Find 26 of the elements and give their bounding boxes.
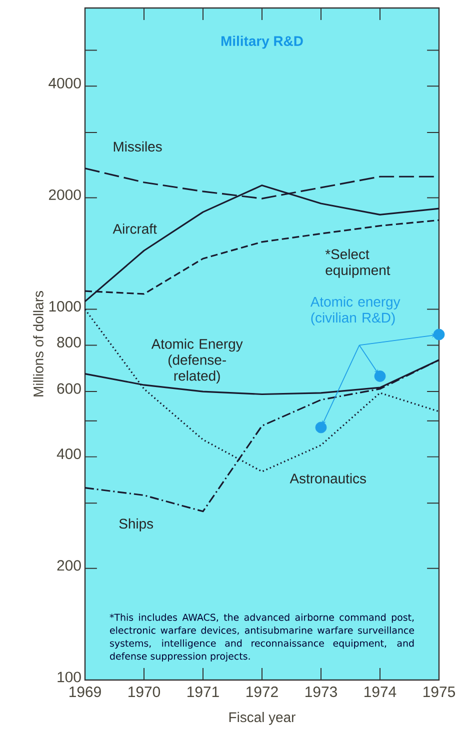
x-tick-label: 1973 (306, 686, 337, 698)
y-tick-label: 1000 (49, 301, 81, 312)
series-label: Atomic Energy (defense-related) (151, 338, 243, 384)
y-tick-label: 100 (58, 672, 81, 682)
series-label: Aircraft (112, 224, 157, 234)
x-tick-label: 1974 (364, 686, 396, 698)
text: Atomic energy (civilian R&D) (310, 296, 400, 326)
x-axis-title: Fiscal year (229, 712, 296, 725)
series-label: *Select equipment (325, 248, 390, 278)
y-tick-label: 200 (57, 560, 81, 571)
y-tick-label: 800 (57, 336, 81, 348)
y-tick-label: 4000 (48, 78, 81, 88)
x-tick-label: 1972 (246, 686, 278, 698)
x-tick-label: 1969 (70, 686, 101, 698)
y-axis-title: Millions of dollars (33, 291, 44, 396)
text: Military R&D (222, 36, 303, 49)
series-label: Astronautics (290, 473, 366, 484)
y-tick-label: 2000 (49, 189, 81, 200)
x-tick-label: 1971 (188, 686, 219, 698)
series-label: Missiles (114, 141, 162, 152)
x-tick-label: 1970 (128, 686, 160, 698)
y-tick-label: 400 (56, 448, 81, 460)
series-label: Ships (119, 518, 154, 532)
annotation: *This includes AWACS, the advanced airborne command post, electronic warfare devices, antisubmarine warfare surveillance systems, intelligence and reconnaissance equipment, and defense suppression projects. (110, 614, 414, 662)
y-tick-label: 600 (57, 383, 81, 394)
x-tick-label: 1975 (424, 686, 456, 698)
